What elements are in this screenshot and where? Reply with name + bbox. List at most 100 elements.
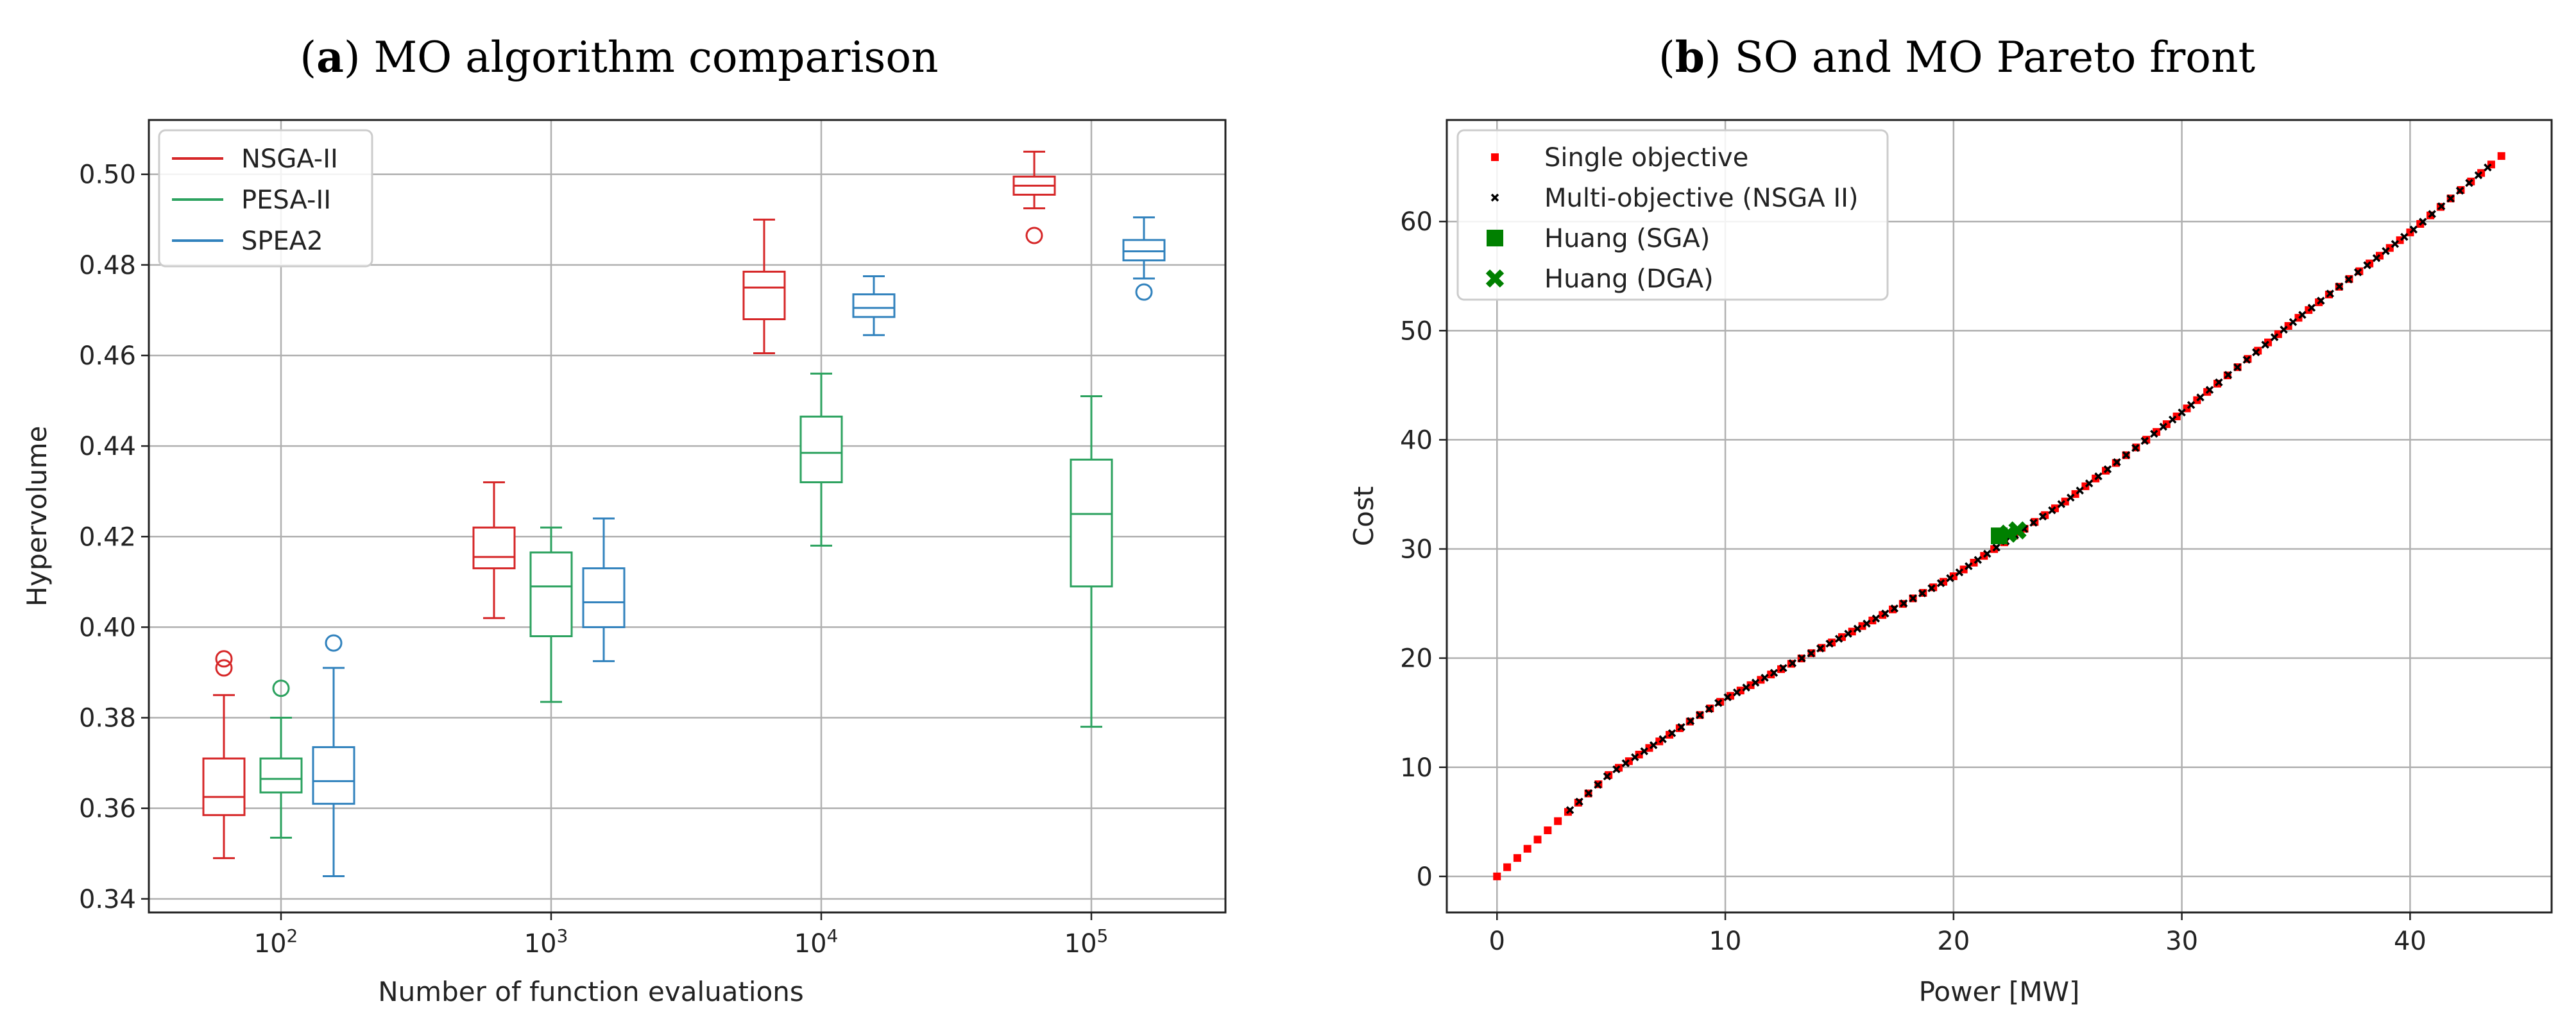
legend-swatch bbox=[1485, 269, 1505, 288]
single-objective-point bbox=[1868, 617, 1877, 625]
multi-objective-point bbox=[1955, 568, 1964, 577]
multi-objective-point bbox=[1974, 556, 1983, 564]
data-points bbox=[1493, 152, 2505, 880]
multi-objective-point bbox=[2455, 187, 2464, 195]
outlier-point bbox=[1025, 227, 1043, 244]
multi-objective-point bbox=[2446, 194, 2455, 203]
y-tick-label: 0.50 bbox=[79, 160, 136, 190]
multi-objective-point bbox=[2038, 512, 2047, 521]
single-objective-point bbox=[1544, 826, 1552, 835]
multi-objective-point bbox=[2103, 465, 2112, 474]
multi-objective-point bbox=[1779, 663, 1787, 672]
legend-swatch bbox=[1487, 230, 1503, 246]
multi-objective-point bbox=[2048, 506, 2056, 515]
multi-objective-point bbox=[1807, 649, 1815, 658]
iqr-box bbox=[202, 757, 246, 816]
y-tick-label: 0.44 bbox=[79, 432, 136, 461]
multi-objective-point bbox=[2178, 408, 2186, 417]
x-tick-label: 105 bbox=[1064, 925, 1109, 959]
iqr-box bbox=[742, 270, 786, 321]
box-spea2-10e5 bbox=[1122, 216, 1166, 301]
multi-objective-point bbox=[2307, 304, 2316, 312]
box-nsga-ii-10e4 bbox=[742, 218, 786, 354]
single-objective-point bbox=[1554, 817, 1562, 825]
legend: Single objective Multi-objective (NSGA II… bbox=[1456, 129, 1889, 301]
legend-label: Huang (DGA) bbox=[1544, 264, 1714, 294]
multi-objective-point bbox=[2391, 239, 2400, 248]
multi-objective-point bbox=[1761, 674, 1769, 682]
panel-b-caption-text: SO and MO Pareto front bbox=[1721, 33, 2255, 82]
multi-objective-point bbox=[2233, 363, 2242, 372]
box-pesa-ii-10e4 bbox=[799, 372, 843, 547]
multi-objective-point bbox=[2372, 254, 2381, 262]
iqr-box bbox=[529, 551, 573, 638]
x-tick-label: 40 bbox=[2394, 927, 2427, 956]
panel-b-caption-letter: b bbox=[1675, 32, 1705, 82]
y-tick-label: 0.34 bbox=[79, 885, 136, 914]
multi-objective-point bbox=[1714, 699, 1723, 707]
iqr-box bbox=[259, 757, 303, 794]
y-tick-label: 60 bbox=[1400, 207, 1433, 237]
y-tick-label: 20 bbox=[1400, 644, 1433, 674]
multi-objective-point bbox=[1872, 614, 1881, 623]
box-spea2-10e4 bbox=[852, 275, 896, 336]
multi-objective-point bbox=[1621, 759, 1630, 767]
x-tick-label: 30 bbox=[2165, 927, 2198, 956]
multi-objective-point bbox=[1927, 584, 1936, 592]
single-objective-point bbox=[2497, 152, 2505, 160]
multi-objective-point bbox=[1575, 798, 1583, 806]
multi-objective-point bbox=[1640, 747, 1648, 755]
multi-objective-point bbox=[1732, 688, 1741, 697]
x-tick-label: 103 bbox=[524, 925, 568, 959]
panel-b-caption: (b) SO and MO Pareto front bbox=[1659, 32, 2255, 82]
multi-objective-point bbox=[1816, 644, 1825, 653]
multi-objective-point bbox=[2215, 378, 2223, 387]
plot-frame bbox=[1446, 119, 2553, 914]
iqr-box bbox=[312, 746, 355, 805]
multi-objective-point bbox=[2317, 296, 2325, 305]
multi-objective-point bbox=[1909, 594, 1917, 603]
multi-objective-point bbox=[1696, 711, 1704, 719]
iqr-box bbox=[582, 567, 626, 628]
huang-dga-point bbox=[1999, 524, 2018, 543]
multi-objective-point bbox=[2168, 415, 2177, 424]
panel-a-caption: (a) MO algorithm comparison bbox=[300, 32, 938, 82]
outlier-point bbox=[272, 680, 290, 697]
panel-a-caption-letter: a bbox=[316, 32, 344, 82]
multi-objective-point bbox=[1965, 562, 1973, 570]
box-nsga-ii-10e2 bbox=[202, 650, 246, 859]
iqr-box bbox=[472, 526, 516, 570]
single-objective-point bbox=[1858, 622, 1866, 630]
multi-objective-point bbox=[2159, 422, 2167, 431]
panel-a-caption-text: MO algorithm comparison bbox=[361, 33, 939, 82]
multi-objective-point bbox=[2085, 479, 2094, 488]
multi-objective-point bbox=[1825, 639, 1834, 648]
x-tick-label: 104 bbox=[794, 925, 839, 959]
legend-box bbox=[1456, 129, 1889, 301]
multi-objective-point bbox=[2437, 202, 2446, 210]
legend-label: Multi-objective (NSGA II) bbox=[1544, 184, 1859, 213]
y-tick-label: 10 bbox=[1400, 753, 1433, 783]
multi-objective-point bbox=[1659, 735, 1667, 744]
box-pesa-ii-10e3 bbox=[529, 526, 573, 703]
y-tick-label: 0.48 bbox=[79, 251, 136, 280]
x-axis-label: Power [MW] bbox=[1919, 976, 2080, 1007]
multi-objective-point bbox=[2251, 348, 2260, 357]
multi-objective-point bbox=[1594, 780, 1602, 789]
outlier-point bbox=[325, 634, 343, 652]
single-objective-point bbox=[1533, 835, 1542, 844]
multi-objective-point bbox=[1853, 624, 1862, 633]
multi-objective-point bbox=[1705, 705, 1714, 714]
multi-objective-point bbox=[1863, 619, 1871, 628]
outlier-point bbox=[215, 650, 233, 668]
box-nsga-ii-10e3 bbox=[472, 481, 516, 619]
multi-objective-point bbox=[2400, 232, 2409, 241]
multi-objective-point bbox=[1631, 753, 1639, 762]
multi-objective-point bbox=[2280, 325, 2288, 334]
multi-objective-point bbox=[1751, 678, 1760, 687]
legend-swatch bbox=[1491, 153, 1499, 161]
multi-objective-point bbox=[2122, 450, 2131, 459]
y-axis-label: Cost bbox=[1348, 486, 1379, 546]
box-pesa-ii-10e5 bbox=[1070, 395, 1113, 728]
